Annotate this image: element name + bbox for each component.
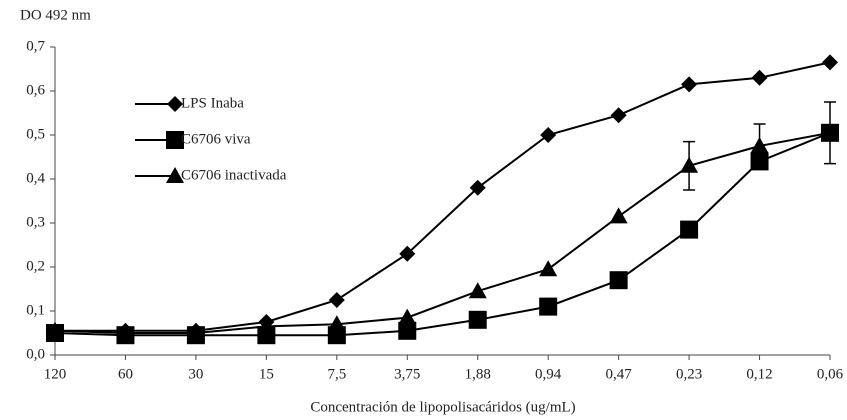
- diamond-marker: [469, 179, 486, 196]
- x-tick-label: 3,75: [394, 366, 420, 382]
- square-marker: [680, 220, 699, 239]
- y-tick-label: 0,4: [26, 170, 45, 186]
- diamond-marker: [399, 245, 416, 262]
- y-tick-label: 0,2: [26, 258, 45, 274]
- x-tick-label: 30: [188, 366, 203, 382]
- triangle-marker: [398, 308, 417, 325]
- legend-marker: [166, 131, 184, 149]
- triangle-marker: [468, 282, 487, 299]
- square-marker: [468, 310, 487, 329]
- diamond-marker: [751, 69, 768, 86]
- x-tick-label: 7,5: [327, 366, 346, 382]
- diamond-marker: [822, 54, 838, 71]
- triangle-marker: [186, 324, 205, 340]
- legend-label: C6706 viva: [181, 131, 251, 147]
- triangle-marker: [539, 260, 558, 277]
- square-marker: [398, 321, 417, 340]
- x-tick-label: 60: [118, 366, 133, 382]
- legend-label: C6706 inactivada: [181, 167, 287, 183]
- y-tick-label: 0,0: [26, 346, 45, 362]
- triangle-marker: [821, 123, 839, 140]
- y-tick-label: 0,5: [26, 126, 45, 142]
- x-tick-label: 0,94: [535, 366, 562, 382]
- y-tick-label: 0,7: [26, 38, 45, 54]
- triangle-marker: [327, 315, 346, 332]
- triangle-marker: [680, 156, 699, 173]
- square-marker: [609, 271, 628, 290]
- x-tick-label: 0,23: [676, 366, 702, 382]
- triangle-marker: [609, 207, 628, 224]
- y-tick-label: 0,6: [26, 82, 45, 98]
- legend-marker: [166, 167, 184, 183]
- x-tick-label: 0,47: [606, 366, 633, 382]
- triangle-marker: [116, 324, 135, 340]
- y-tick-label: 0,1: [26, 302, 45, 318]
- diamond-marker: [540, 127, 557, 143]
- x-axis-title: Concentración de lipopolisacáridos (ug/m…: [310, 399, 575, 415]
- triangle-marker: [257, 317, 276, 334]
- x-tick-label: 120: [44, 366, 67, 382]
- square-marker: [539, 297, 558, 316]
- x-tick-label: 0,06: [817, 366, 844, 382]
- triangle-marker: [750, 137, 769, 153]
- y-tick-label: 0,3: [26, 214, 45, 230]
- diamond-marker: [328, 292, 345, 308]
- triangle-marker: [46, 321, 64, 338]
- diamond-marker: [610, 107, 627, 124]
- x-tick-label: 1,88: [465, 366, 491, 382]
- x-tick-label: 0,12: [746, 366, 772, 382]
- legend-label: LPS Inaba: [181, 95, 244, 111]
- diamond-marker: [681, 76, 698, 93]
- series-line: [54, 131, 831, 337]
- y-axis-title: DO 492 nm: [20, 7, 91, 23]
- series-line: [55, 61, 831, 332]
- x-tick-label: 15: [259, 366, 274, 382]
- legend-marker: [167, 96, 183, 112]
- series-line: [54, 131, 831, 334]
